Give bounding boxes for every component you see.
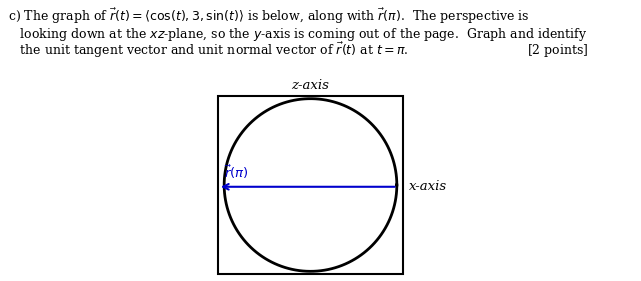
Text: the unit tangent vector and unit normal vector of $\vec{r}(t)$ at $t = \pi$.    : the unit tangent vector and unit normal … (8, 41, 588, 60)
Text: x-axis: x-axis (409, 180, 447, 193)
Text: $\vec{r}(\pi)$: $\vec{r}(\pi)$ (224, 164, 248, 182)
Text: c) The graph of $\vec{r}(t) = \langle\cos(t), 3, \sin(t)\rangle$ is below, along: c) The graph of $\vec{r}(t) = \langle\co… (8, 7, 529, 26)
Text: looking down at the $xz$-plane, so the $y$-axis is coming out of the page.  Grap: looking down at the $xz$-plane, so the $… (8, 26, 587, 43)
Text: z-axis: z-axis (292, 79, 329, 92)
Bar (218, 96, 403, 274)
